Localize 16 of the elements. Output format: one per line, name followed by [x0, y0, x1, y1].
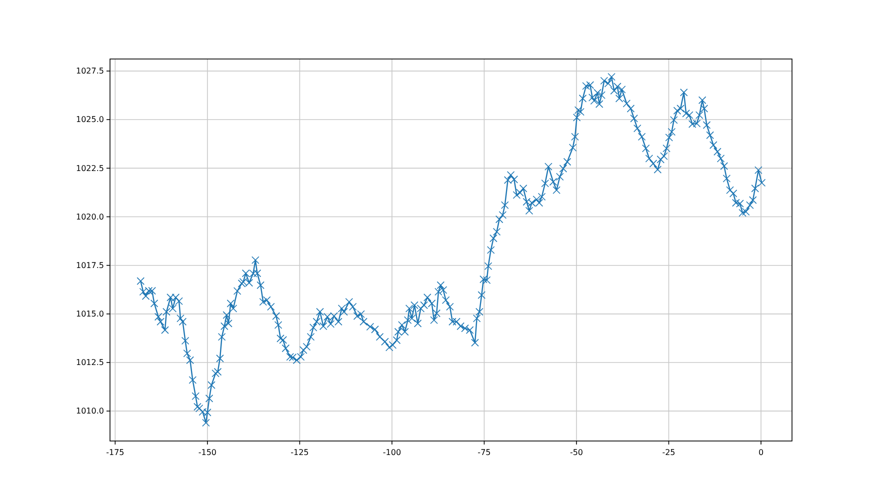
x-tick-label: -125	[290, 448, 309, 457]
y-tick-label: 1017.5	[76, 260, 104, 270]
x-tick-label: -150	[198, 448, 217, 457]
y-tick-label: 1027.5	[76, 66, 104, 76]
y-tick-label: 1015.0	[76, 309, 104, 318]
x-tick-label: 0	[758, 448, 764, 457]
y-tick-label: 1020.0	[76, 212, 104, 222]
y-tick-label: 1022.5	[76, 164, 104, 173]
y-tick-label: 1010.0	[76, 406, 104, 416]
x-tick-label: -175	[106, 448, 124, 457]
x-tick-label: -50	[570, 448, 584, 457]
x-tick-label: -25	[662, 448, 676, 457]
y-tick-label: 1025.0	[76, 115, 104, 124]
y-tick-label: 1012.5	[76, 358, 104, 368]
x-tick-label: -75	[478, 448, 491, 457]
x-tick-label: -100	[382, 448, 402, 457]
